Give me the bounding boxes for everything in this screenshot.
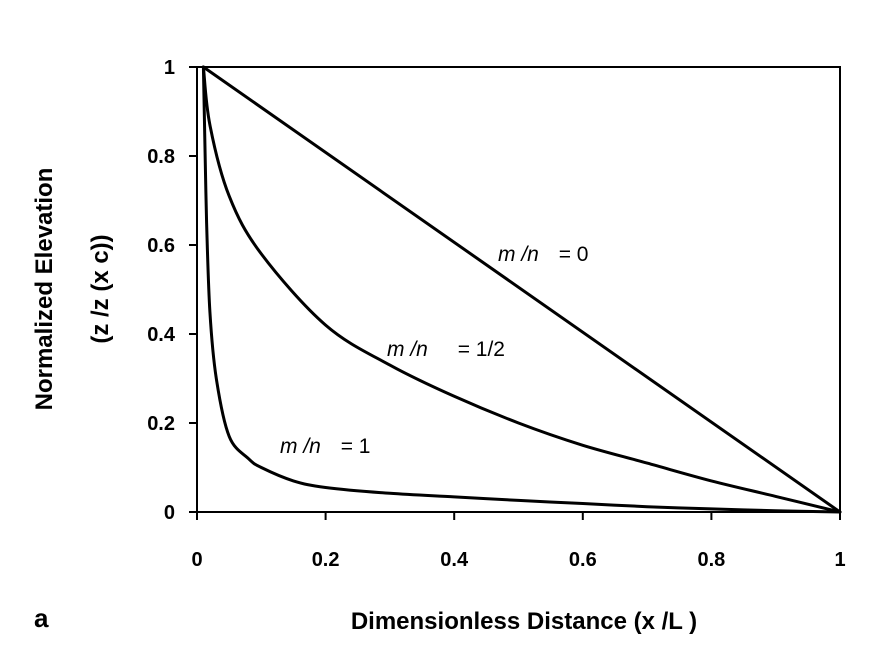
curve-m-n-1 xyxy=(201,65,842,514)
y-axis-ticks: 0 0.2 0.4 0.6 0.8 1 xyxy=(147,57,197,524)
x-tick-label: 0.2 xyxy=(312,549,340,571)
panel-label: a xyxy=(34,603,49,633)
x-tick-label: 0.8 xyxy=(697,549,725,571)
x-axis-ticks: 0 0.2 0.4 0.6 0.8 1 xyxy=(191,512,846,571)
x-tick-label: 0.6 xyxy=(569,549,597,571)
series-label-m-n-half-value: = 1/2 xyxy=(458,338,505,361)
series-label-m-n-0: m /n = 0 xyxy=(498,243,588,266)
y-axis-title-line-2: (z /z (x c)) xyxy=(87,234,114,343)
series-label-m-n-0-italic: m /n xyxy=(498,243,539,266)
plot-area xyxy=(196,66,841,513)
series-label-m-n-1-italic: m /n xyxy=(280,435,321,458)
series-label-m-n-half: m /n = 1/2 xyxy=(387,338,505,361)
y-tick-label: 0.2 xyxy=(147,413,175,435)
series-label-m-n-1: m /n = 1 xyxy=(280,435,370,458)
series-label-m-n-half-italic: m /n xyxy=(387,338,428,361)
y-tick-label: 0.4 xyxy=(147,324,176,346)
y-tick-label: 1 xyxy=(164,57,175,79)
x-tick-label: 0 xyxy=(191,549,202,571)
series-curves xyxy=(201,65,842,514)
y-tick-label: 0.6 xyxy=(147,235,175,257)
y-tick-label: 0.8 xyxy=(147,146,175,168)
curve-m-n-0 xyxy=(201,65,842,514)
x-axis-title: Dimensionless Distance (x /L ) xyxy=(351,608,697,635)
y-tick-label: 0 xyxy=(164,502,175,524)
curve-m-n-half xyxy=(201,65,842,514)
x-tick-label: 1 xyxy=(834,549,845,571)
x-tick-label: 0.4 xyxy=(440,549,469,571)
series-label-m-n-0-value: = 0 xyxy=(559,243,589,266)
series-label-m-n-1-value: = 1 xyxy=(341,435,371,458)
y-axis-title-line-1: Normalized Elevation xyxy=(31,168,58,411)
